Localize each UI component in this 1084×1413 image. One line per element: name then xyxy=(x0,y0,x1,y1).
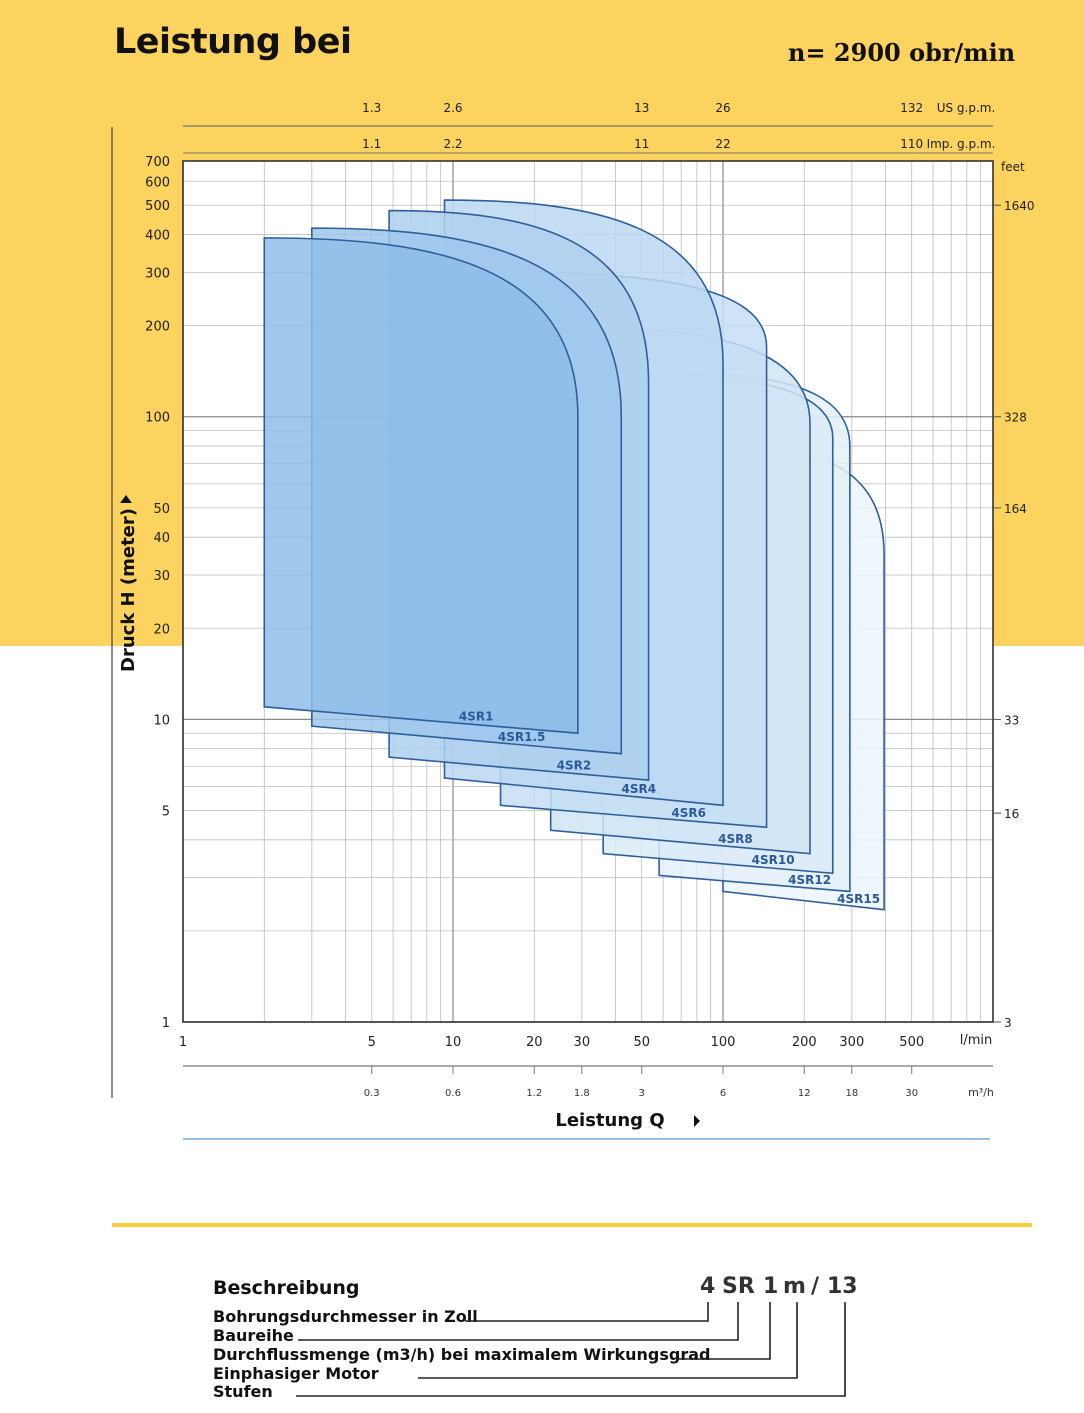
divider-line xyxy=(112,1223,1032,1227)
x-tick-label: 300 xyxy=(839,1035,864,1050)
imp-gpm-tick-label: 1.1 xyxy=(362,137,381,151)
series-label: 4SR8 xyxy=(718,832,753,846)
desc-item-series: Baureihe xyxy=(213,1326,294,1345)
feet-unit-label: feet xyxy=(1001,160,1025,174)
x-tick-label: 30 xyxy=(574,1035,591,1050)
curve-4sr1 xyxy=(263,237,579,735)
x-tick-label: 10 xyxy=(445,1035,462,1050)
y-tick-label: 50 xyxy=(153,502,170,517)
y-tick-label: 500 xyxy=(145,199,170,214)
y-tick-label: 30 xyxy=(153,569,170,584)
x-tick-label: 100 xyxy=(711,1035,736,1050)
code-part-flow: 1 xyxy=(763,1274,779,1299)
series-label: 4SR6 xyxy=(671,806,706,820)
page-title: Leistung bei xyxy=(114,22,352,62)
y-tick-label: 600 xyxy=(145,175,170,190)
m3h-tick-label: 30 xyxy=(905,1088,918,1099)
x-axis-title: Leistung Q xyxy=(555,1110,664,1131)
description-title: Beschreibung xyxy=(213,1277,360,1299)
feet-tick-label: 3 xyxy=(1004,1016,1012,1030)
y-tick-label: 20 xyxy=(153,622,170,637)
code-part-diameter: 4 xyxy=(700,1274,716,1299)
x-unit-label: l/min xyxy=(960,1033,993,1048)
connector-diameter xyxy=(465,1302,709,1322)
desc-item-stages: Stufen xyxy=(213,1382,273,1401)
x-tick-label: 50 xyxy=(633,1035,650,1050)
feet-tick-label: 16 xyxy=(1004,807,1019,821)
m3h-tick-label: 12 xyxy=(798,1088,811,1099)
imp-gpm-tick-label: 110 xyxy=(900,137,923,151)
us-gpm-tick-label: 13 xyxy=(634,101,649,115)
m3h-tick-label: 0.6 xyxy=(445,1088,461,1099)
series-label: 4SR4 xyxy=(622,782,657,796)
code-part-stages: 13 xyxy=(827,1274,858,1299)
code-part-motor: m xyxy=(783,1274,806,1299)
plot-frame xyxy=(182,160,994,1023)
series-label: 4SR10 xyxy=(752,853,795,867)
us-gpm-tick-label: 1.3 xyxy=(362,101,381,115)
imp-gpm-tick-label: 2.2 xyxy=(443,137,462,151)
x-tick-label: 5 xyxy=(368,1035,376,1050)
imp-gpm-tick-label: 11 xyxy=(634,137,649,151)
y-tick-label: 100 xyxy=(145,411,170,426)
desc-item-flow: Durchflussmenge (m3/h) bei maximalem Wir… xyxy=(213,1345,711,1364)
y-tick-label: 1 xyxy=(162,1016,170,1031)
y-tick-label: 400 xyxy=(145,229,170,244)
m3h-tick-label: 1.8 xyxy=(574,1088,590,1099)
series-label: 4SR1 xyxy=(459,710,494,724)
series-label: 4SR1.5 xyxy=(498,730,546,744)
pump-performance-chart: 4SR1 4SR1.5 4SR2 4SR4 4SR6 4SR8 4SR10 4SR12 4SR1… xyxy=(111,101,1035,1140)
desc-item-motor: Einphasiger Motor xyxy=(213,1364,379,1383)
y-tick-label: 5 xyxy=(162,804,170,819)
m3h-unit-label: m³/h xyxy=(968,1086,994,1099)
m3h-tick-label: 0.3 xyxy=(364,1088,380,1099)
m3h-tick-label: 1.2 xyxy=(526,1088,542,1099)
x-axis-arrow-icon xyxy=(694,1115,700,1127)
x-tick-label: 1 xyxy=(179,1035,187,1050)
us-gpm-tick-label: 2.6 xyxy=(443,101,462,115)
y-axis-arrow-icon xyxy=(120,495,132,503)
x-tick-label: 200 xyxy=(792,1035,817,1050)
y-tick-label: 300 xyxy=(145,266,170,281)
m3h-tick-label: 18 xyxy=(845,1088,858,1099)
imp-gpm-unit-label: Imp. g.p.m. xyxy=(927,137,996,151)
y-tick-label: 700 xyxy=(145,155,170,170)
m3h-tick-label: 6 xyxy=(720,1088,726,1099)
feet-tick-label: 328 xyxy=(1004,411,1027,425)
code-part-series: SR xyxy=(722,1274,755,1299)
feet-tick-label: 1640 xyxy=(1004,199,1035,213)
x-tick-label: 500 xyxy=(899,1035,924,1050)
y-tick-label: 200 xyxy=(145,320,170,335)
y-tick-label: 40 xyxy=(153,531,170,546)
y-axis-title: Druck H (meter) xyxy=(118,508,139,672)
series-label: 4SR2 xyxy=(557,759,592,773)
series-label: 4SR15 xyxy=(837,892,880,906)
speed-label: n= 2900 obr/min xyxy=(788,38,1016,67)
feet-tick-label: 164 xyxy=(1004,502,1027,516)
imp-gpm-tick-label: 22 xyxy=(715,137,730,151)
code-part-slash: / xyxy=(811,1274,820,1299)
m3h-tick-label: 3 xyxy=(639,1088,645,1099)
feet-tick-label: 33 xyxy=(1004,713,1019,727)
us-gpm-unit-label: US g.p.m. xyxy=(937,101,996,115)
desc-item-diameter: Bohrungsdurchmesser in Zoll xyxy=(213,1307,478,1326)
us-gpm-tick-label: 26 xyxy=(715,101,730,115)
us-gpm-tick-label: 132 xyxy=(900,101,923,115)
series-label: 4SR12 xyxy=(788,873,831,887)
y-tick-label: 10 xyxy=(153,713,170,728)
x-tick-label: 20 xyxy=(526,1035,543,1050)
